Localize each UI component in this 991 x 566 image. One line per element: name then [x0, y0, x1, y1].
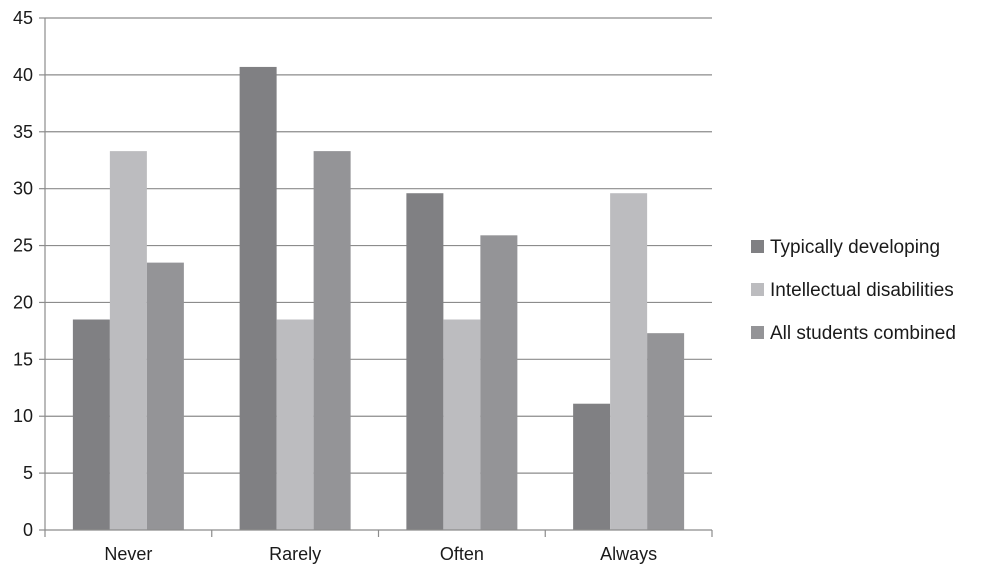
y-tick-label: 0	[23, 520, 33, 540]
legend-label: Typically developing	[770, 237, 940, 258]
x-tick-labels: Never Rarely Often Always	[104, 544, 657, 564]
bar-typically-developing-often	[406, 193, 444, 530]
x-tick-label: Often	[440, 544, 484, 564]
x-tick-label: Rarely	[269, 544, 321, 564]
bars	[72, 66, 685, 531]
bar-intellectual-disabilities-never	[109, 151, 147, 530]
axes	[39, 17, 713, 537]
bar-all-students-combined-often	[480, 235, 518, 530]
legend-swatch	[751, 283, 764, 296]
legend-swatch	[751, 240, 764, 253]
bar-intellectual-disabilities-always	[610, 193, 648, 530]
bar-typically-developing-always	[573, 403, 611, 530]
y-tick-label: 5	[23, 463, 33, 483]
legend: Typically developing Intellectual disabil…	[751, 237, 956, 344]
y-tick-label: 10	[13, 406, 33, 426]
legend-label: Intellectual disabilities	[770, 280, 954, 301]
y-tick-labels: 0 5 10 15 20 25 30 35 40 45	[13, 8, 33, 540]
bar-intellectual-disabilities-rarely	[276, 319, 314, 530]
bar-typically-developing-rarely	[239, 66, 277, 531]
bar-all-students-combined-always	[647, 333, 685, 530]
x-tick-label: Never	[104, 544, 152, 564]
y-tick-label: 15	[13, 349, 33, 369]
bar-all-students-combined-rarely	[313, 151, 351, 530]
y-tick-label: 35	[13, 122, 33, 142]
legend-label: All students combined	[770, 323, 956, 344]
x-tick-label: Always	[600, 544, 657, 564]
legend-swatch	[751, 326, 764, 339]
y-tick-label: 30	[13, 179, 33, 199]
y-tick-label: 20	[13, 292, 33, 312]
y-tick-label: 45	[13, 8, 33, 28]
y-tick-label: 40	[13, 65, 33, 85]
bar-typically-developing-never	[72, 319, 110, 530]
bar-intellectual-disabilities-often	[443, 319, 481, 530]
bar-all-students-combined-never	[146, 262, 184, 530]
y-tick-label: 25	[13, 236, 33, 256]
